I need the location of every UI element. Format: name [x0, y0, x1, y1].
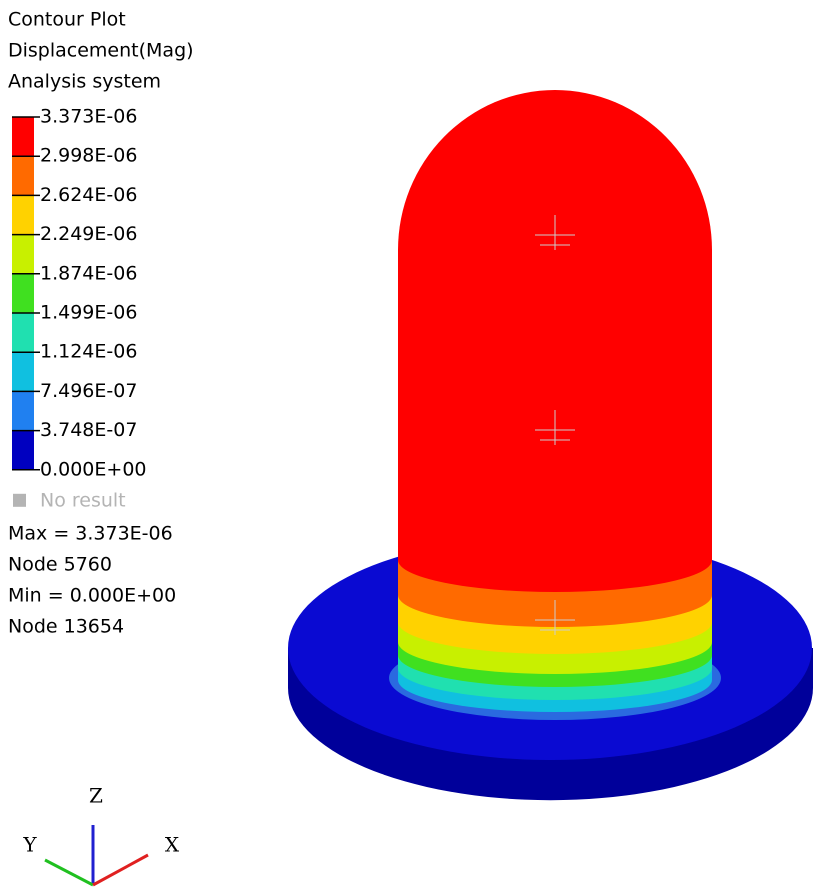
legend-label: 2.624E-06 — [40, 184, 137, 206]
y-label: Y — [22, 833, 37, 857]
legend-swatch — [12, 156, 34, 196]
legend-swatch — [12, 117, 34, 157]
legend-stat: Max = 3.373E-06 — [8, 522, 173, 544]
legend-label: 7.496E-07 — [40, 380, 137, 402]
legend-label: 3.748E-07 — [40, 419, 137, 441]
z-label: Z — [89, 784, 103, 808]
legend-swatch — [12, 235, 34, 275]
legend-label: 1.499E-06 — [40, 302, 137, 324]
legend-swatch — [12, 313, 34, 353]
legend-swatch — [12, 352, 34, 392]
legend-title: Displacement(Mag) — [8, 40, 194, 62]
legend-stat: Node 13654 — [8, 615, 124, 637]
legend-title: Analysis system — [8, 71, 161, 93]
no-result: No result — [40, 489, 126, 511]
legend-label: 3.373E-06 — [40, 106, 137, 128]
legend-label: 1.124E-06 — [40, 341, 137, 363]
legend-swatch — [12, 195, 34, 235]
legend-swatch — [12, 274, 34, 314]
legend-label: 0.000E+00 — [40, 458, 147, 480]
legend-stat: Node 5760 — [8, 553, 112, 575]
legend-title: Contour Plot — [8, 9, 126, 31]
x-label: X — [165, 833, 180, 857]
legend-stat: Min = 0.000E+00 — [8, 584, 176, 606]
legend-swatch — [12, 431, 34, 471]
legend-label: 1.874E-06 — [40, 262, 137, 284]
dome — [398, 90, 712, 592]
no-result-swatch — [13, 494, 26, 507]
legend-label: 2.998E-06 — [40, 145, 137, 167]
viewport: Contour Plot Displacement(Mag) Analysis sy… — [0, 0, 813, 887]
legend-label: 2.249E-06 — [40, 223, 137, 245]
legend-swatch — [12, 391, 34, 431]
